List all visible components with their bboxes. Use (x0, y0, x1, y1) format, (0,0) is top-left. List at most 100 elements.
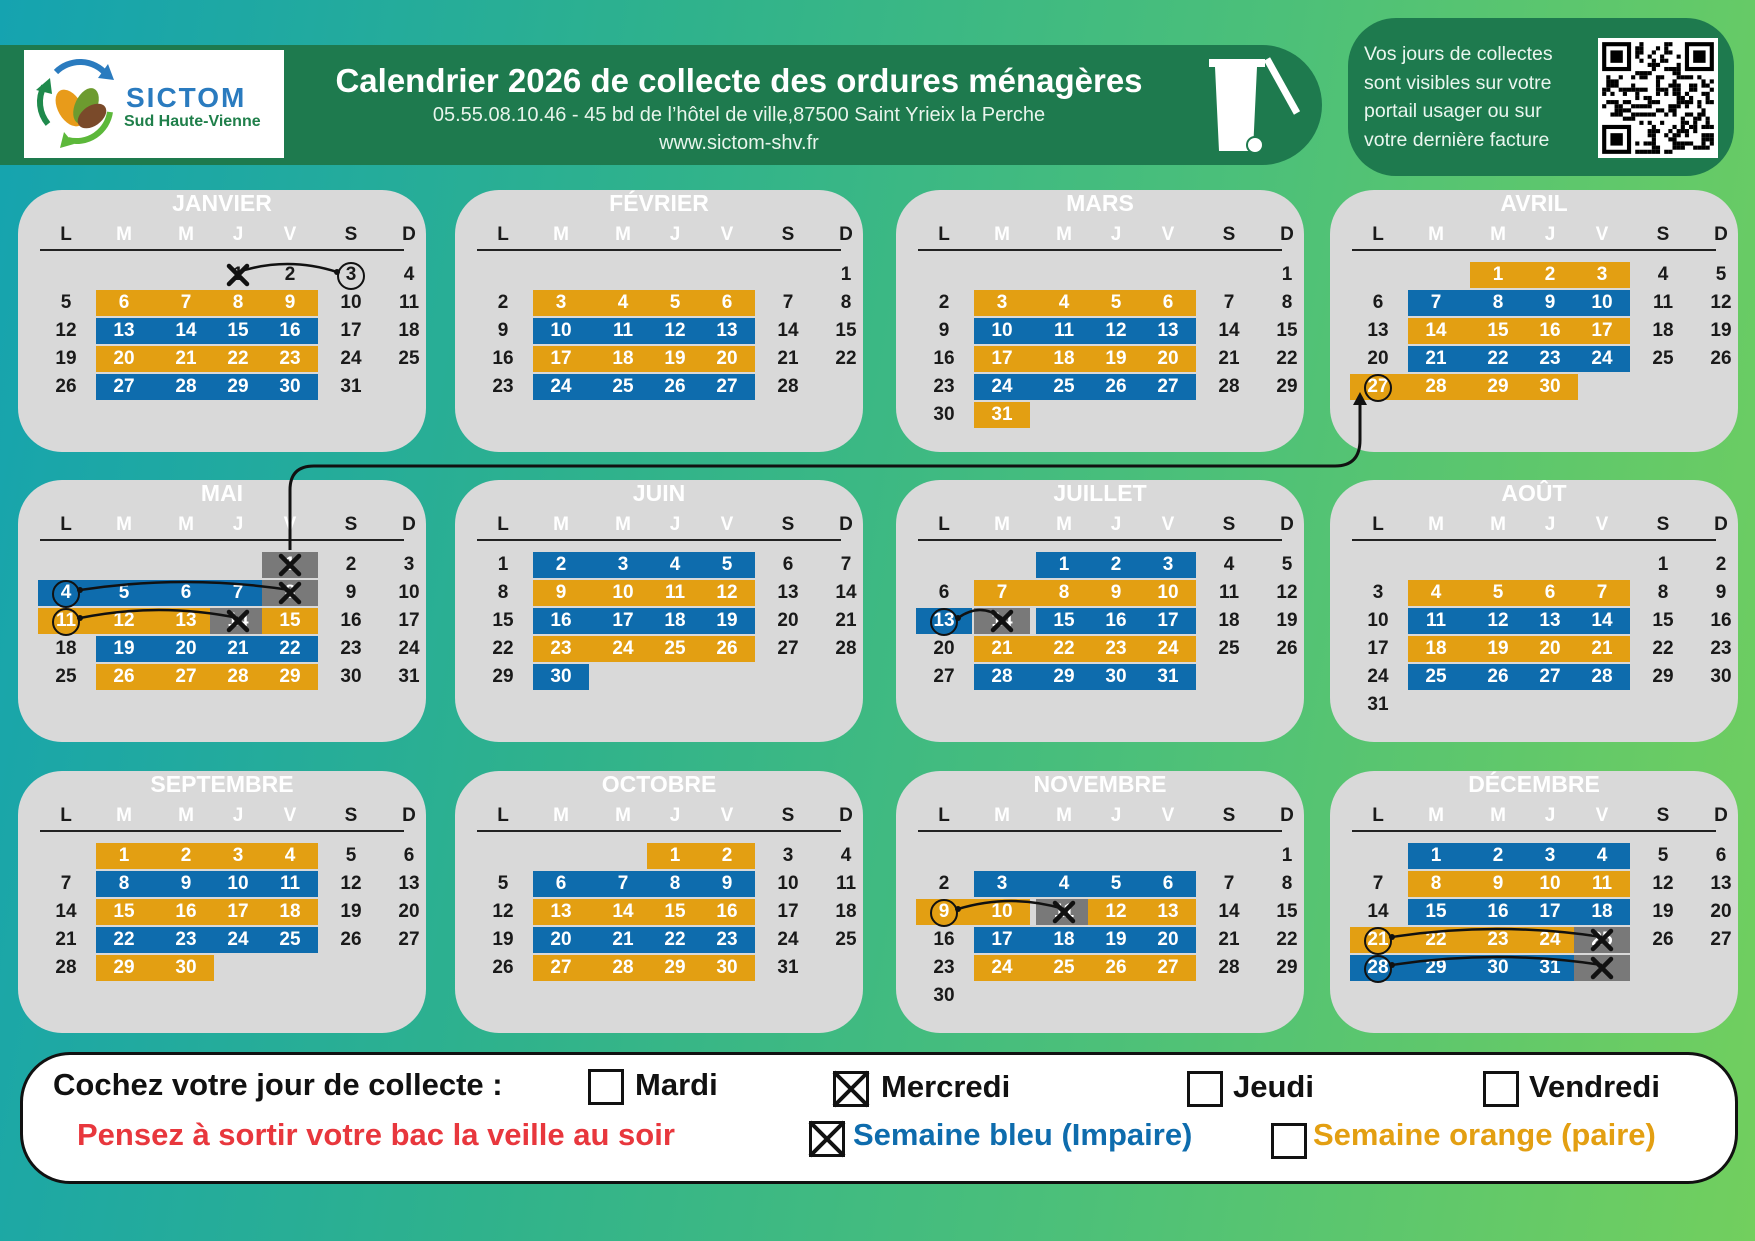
day-cell: 6 (1162, 292, 1174, 313)
day-cell: 4 (1657, 264, 1669, 285)
day-cell: 4 (403, 264, 415, 285)
day-cell: 30 (933, 404, 955, 425)
day-cell: 29 (1276, 376, 1298, 397)
day-cell: 10 (1367, 610, 1389, 631)
weekday-header: V (1595, 514, 1609, 535)
blue-week-band (1408, 899, 1630, 925)
day-cell: 25 (664, 638, 686, 659)
day-cell: 13 (175, 610, 197, 631)
day-cell: 5 (345, 845, 357, 866)
checkbox-mercredi[interactable] (832, 1070, 870, 1108)
checkbox-jeudi[interactable] (1187, 1071, 1223, 1107)
day-cell: 20 (1710, 901, 1732, 922)
day-cell: 15 (113, 901, 135, 922)
day-cell: 30 (550, 666, 572, 687)
weekday-header: M (1056, 224, 1072, 245)
day-cell: 4 (617, 292, 629, 313)
checkbox-semaine-orange[interactable] (1271, 1123, 1307, 1159)
day-cell: 30 (279, 376, 301, 397)
rescheduled-day-ring (930, 899, 958, 927)
day-cell: 10 (1539, 873, 1561, 894)
day-cell: 29 (1053, 666, 1075, 687)
portal-line: portail usager ou sur (1364, 100, 1542, 122)
qr-code[interactable] (1598, 38, 1718, 158)
day-cell: 12 (1652, 873, 1674, 894)
day-cell: 11 (1591, 873, 1613, 894)
month-name: OCTOBRE (601, 771, 717, 797)
day-cell: 22 (492, 638, 514, 659)
day-cell: 16 (716, 901, 738, 922)
blue-week-band (533, 374, 755, 400)
blue-week-band (1036, 552, 1196, 578)
day-cell: 12 (113, 610, 135, 631)
day-cell: 27 (1157, 376, 1179, 397)
orange-week-band (1408, 318, 1630, 344)
month-card: AVRIL L M M J V S D 1 2 3 4 5 6 7 8 9 10 11 12 13 14 15 16 17 18 1… (1330, 190, 1738, 452)
month-card: SEPTEMBRE L M M J V S D 1 2 3 4 5 6 7 8 9 10 11 12 13 14 15 16 1… (18, 771, 426, 1033)
day-cell: 18 (664, 610, 686, 631)
day-cell: 10 (1157, 582, 1179, 603)
rescheduled-day-ring (337, 262, 365, 290)
day-cell: 1 (1492, 264, 1504, 285)
day-cell: 8 (1058, 582, 1070, 603)
month-name: MAI (200, 480, 244, 506)
day-cell: 9 (1110, 582, 1122, 603)
day-cell: 12 (340, 873, 362, 894)
day-cell: 4 (284, 845, 296, 866)
blue-week-band (1408, 843, 1630, 869)
day-cell: 31 (340, 376, 362, 397)
day-cell: 13 (113, 320, 135, 341)
day-cell: 6 (555, 873, 567, 894)
move-arrow (237, 262, 340, 275)
blue-week-band (96, 374, 318, 400)
weekday-header: J (1544, 805, 1556, 826)
day-cell: 12 (492, 901, 514, 922)
day-cell: 10 (340, 292, 362, 313)
day-cell: 27 (550, 957, 572, 978)
day-cell: 31 (1539, 957, 1561, 978)
weekday-header: M (178, 224, 194, 245)
weekday-header: M (1428, 805, 1444, 826)
day-cell: 19 (1652, 901, 1674, 922)
day-cell: 7 (996, 582, 1008, 603)
weekday-header: V (1161, 224, 1175, 245)
day-cell: 13 (716, 320, 738, 341)
day-cell: 16 (340, 610, 362, 631)
weekday-header: S (781, 805, 795, 826)
day-cell: 22 (1487, 348, 1509, 369)
day-cell: 22 (113, 929, 135, 950)
day-cell: 15 (1276, 901, 1298, 922)
day-cell: 11 (1053, 320, 1075, 341)
checkbox-vendredi[interactable] (1483, 1071, 1519, 1107)
page-title: Calendrier 2026 de collecte des ordures … (335, 62, 1143, 99)
day-cell: 8 (1657, 582, 1669, 603)
month-card: AOÛT L M M J V S D 1 2 3 4 5 6 7 8 9 10 11 12 13 14 15 16 17 18 19… (1330, 480, 1738, 742)
day-cell: 15 (1053, 610, 1075, 631)
rescheduled-day-ring (1364, 374, 1392, 402)
day-cell: 17 (550, 348, 572, 369)
checkbox-mardi[interactable] (588, 1069, 624, 1105)
checkbox-semaine-bleu[interactable] (808, 1120, 846, 1158)
day-cell: 28 (175, 376, 197, 397)
website-link[interactable]: www.sictom-shv.fr (659, 132, 819, 154)
weekday-header: V (1595, 805, 1609, 826)
day-cell: 18 (279, 901, 301, 922)
day-cell: 6 (118, 292, 130, 313)
day-cell: 16 (1539, 320, 1561, 341)
day-cell: 18 (55, 638, 77, 659)
day-cell: 24 (398, 638, 420, 659)
day-cell: 10 (398, 582, 420, 603)
weekday-header: S (1222, 224, 1236, 245)
day-cell: 12 (55, 320, 77, 341)
day-cell: 27 (175, 666, 197, 687)
weekday-header: D (839, 805, 853, 826)
day-cell: 19 (492, 929, 514, 950)
day-cell: 13 (777, 582, 799, 603)
day-cell: 30 (716, 957, 738, 978)
day-cell: 23 (550, 638, 572, 659)
day-cell: 25 (55, 666, 77, 687)
day-cell: 8 (1492, 292, 1504, 313)
day-cell: 23 (492, 376, 514, 397)
day-cell: 6 (180, 582, 192, 603)
weekday-header: M (615, 805, 631, 826)
